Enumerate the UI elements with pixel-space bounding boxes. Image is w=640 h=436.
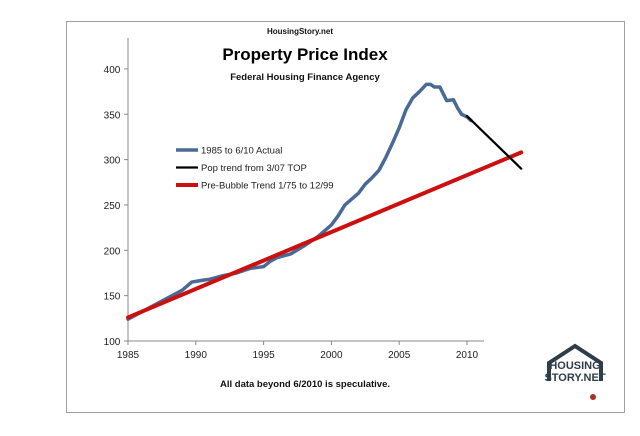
legend-label-3: Pre-Bubble Trend 1/75 to 12/99	[201, 181, 334, 192]
y-tick-label: 250	[104, 201, 121, 212]
x-tick-label: 1995	[252, 350, 275, 361]
y-tick-label: 400	[104, 65, 121, 76]
chart-subtitle: Federal Housing Finance Agency	[230, 72, 380, 83]
y-tick-label: 200	[104, 246, 121, 257]
x-tick-label: 2000	[320, 350, 343, 361]
logo-line1: HOUSING	[549, 360, 600, 372]
housingstory-logo: HOUSING STORY.NET	[544, 343, 606, 400]
x-tick-label: 2010	[456, 350, 479, 361]
source-label: HousingStory.net	[267, 27, 333, 36]
x-tick-label: 1990	[185, 350, 208, 361]
y-tick-label: 150	[104, 292, 121, 303]
series-line-1	[126, 82, 473, 321]
legend-label-2: Pop trend from 3/07 TOP	[201, 163, 307, 174]
y-tick-label: 100	[104, 337, 121, 348]
house-icon	[547, 343, 603, 381]
flower-icon	[590, 394, 596, 400]
chart-note: All data beyond 6/2010 is speculative.	[220, 379, 390, 390]
logo-line2: STORY.NET	[544, 372, 605, 384]
y-tick-label: 300	[104, 156, 121, 167]
x-tick-label: 1985	[117, 350, 140, 361]
legend-label-1: 1985 to 6/10 Actual	[201, 146, 282, 157]
y-tick-label: 350	[104, 110, 121, 121]
chart-title: Property Price Index	[222, 45, 388, 64]
chart-frame	[66, 21, 625, 413]
series-line-3	[126, 150, 524, 320]
x-tick-label: 2005	[388, 350, 411, 361]
series-line-2	[465, 114, 523, 170]
